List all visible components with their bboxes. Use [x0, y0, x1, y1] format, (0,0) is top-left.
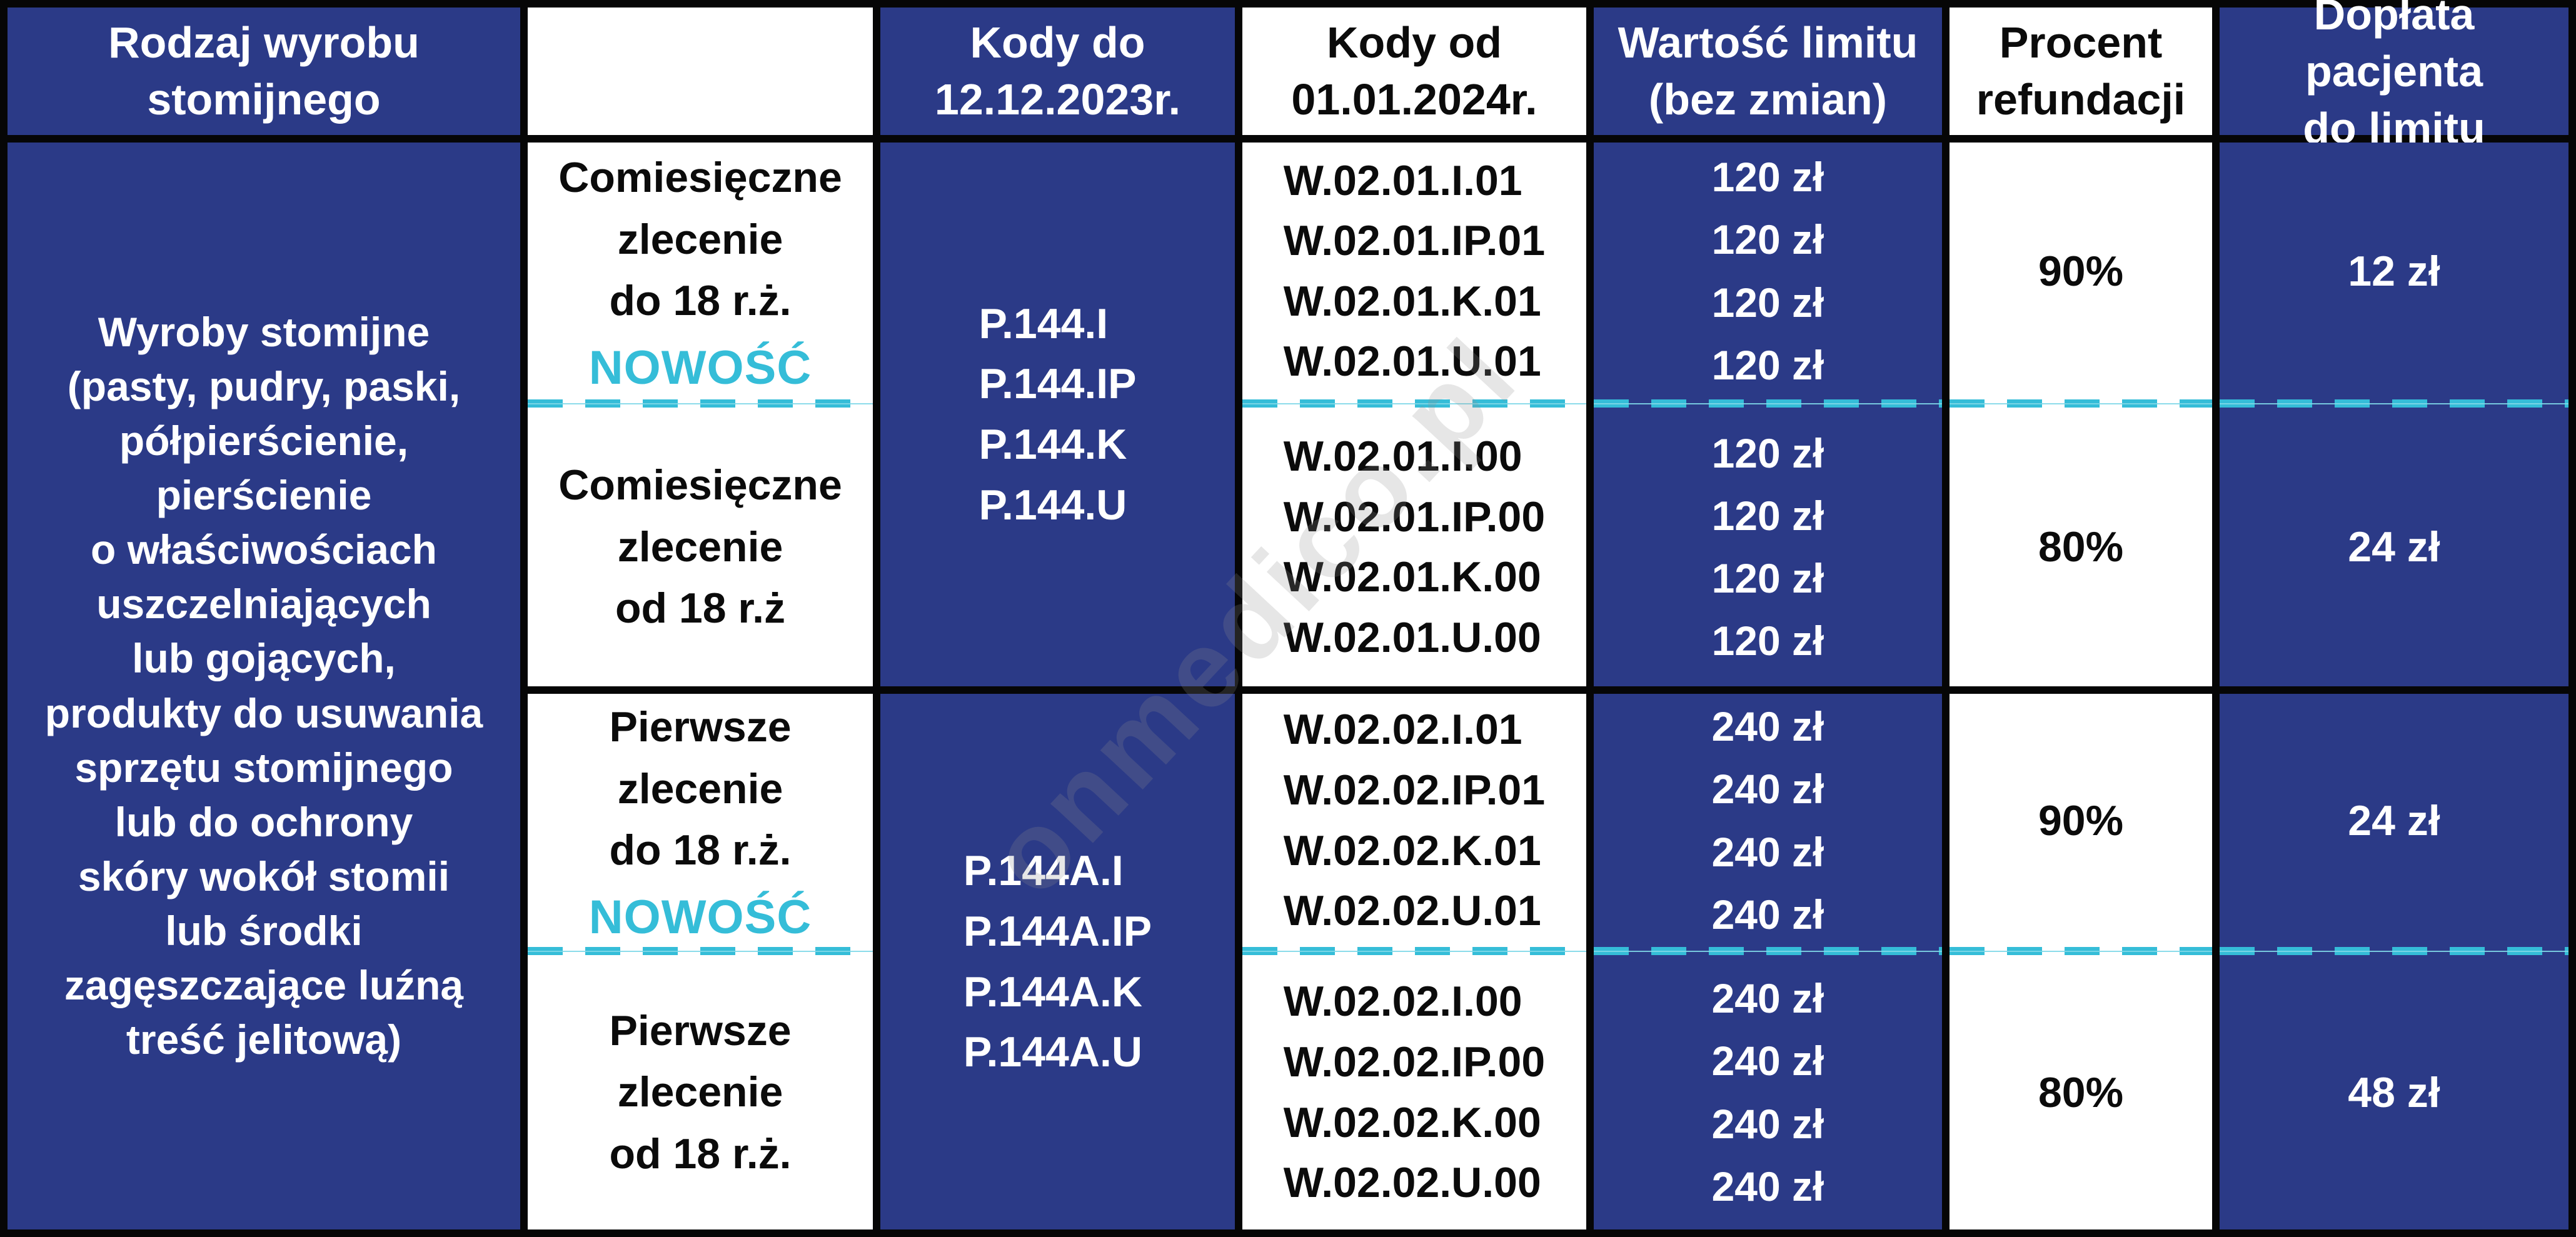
- code-line: W.02.02.IP.00: [1283, 1038, 1546, 1086]
- old-codes-cell-p144a: P.144A.I P.144A.IP P.144A.K P.144A.U: [880, 694, 1235, 1229]
- copay-value: 24 zł: [2348, 523, 2440, 571]
- order-type-cell-first: Pierwsze zlecenie do 18 r.ż. NOWOŚĆ Pier…: [528, 694, 873, 1229]
- order-label-first-under18: Pierwsze zlecenie do 18 r.ż.: [609, 703, 792, 874]
- limit-line: 240 zł: [1711, 766, 1824, 813]
- header-codes-old: Kody do 12.12.2023r.: [880, 8, 1235, 135]
- limit-values-list: 120 zł 120 zł 120 zł 120 zł: [1712, 146, 1824, 396]
- limit-line: 240 zł: [1711, 828, 1824, 875]
- limit-line: 120 zł: [1711, 279, 1824, 326]
- new-codes-list: W.02.02.I.00 W.02.02.IP.00 W.02.02.K.00 …: [1284, 971, 1545, 1213]
- dashed-divider: [1242, 399, 1586, 408]
- old-codes-list: P.144A.I P.144A.IP P.144A.K P.144A.U: [963, 841, 1152, 1082]
- limit-line: 120 zł: [1711, 154, 1824, 201]
- limit-values-list: 240 zł 240 zł 240 zł 240 zł: [1712, 695, 1824, 946]
- copay-value: 12 zł: [2348, 247, 2440, 295]
- order-type-cell-monthly: Comiesięczne zlecenie do 18 r.ż. NOWOŚĆ …: [528, 143, 873, 686]
- limit-line: 240 zł: [1711, 1038, 1824, 1084]
- code-line: W.02.02.U.00: [1283, 1159, 1541, 1207]
- code-line: W.02.01.I.01: [1283, 156, 1522, 204]
- new-codes-cell-w0201: W.02.01.I.01 W.02.01.IP.01 W.02.01.K.01 …: [1242, 143, 1586, 686]
- header-patient-copay: Dopłata pacjenta do limitu: [2220, 0, 2568, 153]
- dashed-divider: [1594, 947, 1942, 956]
- dashed-divider: [2220, 399, 2568, 408]
- limit-line: 240 zł: [1711, 891, 1824, 938]
- new-badge: NOWOŚĆ: [588, 890, 812, 944]
- limit-values-cell: 120 zł 120 zł 120 zł 120 zł 120 zł 120 z…: [1594, 143, 1942, 686]
- refund-percent-value: 80%: [2038, 523, 2124, 571]
- product-type-cell: Wyroby stomijne (pasty, pudry, paski, pó…: [8, 143, 520, 1229]
- refund-percent-value: 80%: [2038, 1068, 2124, 1116]
- dashed-divider: [528, 947, 873, 956]
- dashed-divider: [1950, 947, 2212, 956]
- limit-values-cell: 240 zł 240 zł 240 zł 240 zł 240 zł 240 z…: [1594, 694, 1942, 1229]
- code-line: W.02.02.K.00: [1283, 1098, 1541, 1146]
- code-line: W.02.01.U.00: [1283, 613, 1541, 661]
- code-line: W.02.02.I.01: [1283, 706, 1522, 754]
- code-line: W.02.01.I.00: [1283, 433, 1522, 481]
- new-codes-list: W.02.01.I.00 W.02.01.IP.00 W.02.01.K.00 …: [1284, 426, 1545, 668]
- code-line: W.02.02.IP.01: [1283, 766, 1546, 814]
- code-line: W.02.02.K.01: [1283, 826, 1541, 874]
- new-badge: NOWOŚĆ: [588, 341, 812, 395]
- old-codes-list: P.144.I P.144.IP P.144.K P.144.U: [979, 294, 1136, 535]
- dashed-divider: [1950, 399, 2212, 408]
- patient-copay-cell: 12 zł 24 zł: [2220, 143, 2568, 686]
- code-line: W.02.01.IP.01: [1283, 217, 1546, 265]
- limit-line: 240 zł: [1711, 703, 1824, 749]
- limit-line: 240 zł: [1711, 1100, 1824, 1147]
- code-line: P.144.I: [979, 299, 1109, 348]
- old-codes-cell-p144: P.144.I P.144.IP P.144.K P.144.U: [880, 143, 1235, 686]
- dashed-divider: [2220, 947, 2568, 956]
- code-line: P.144.IP: [979, 360, 1137, 408]
- code-line: P.144A.K: [963, 968, 1142, 1016]
- code-line: W.02.01.IP.00: [1283, 493, 1546, 541]
- new-codes-cell-w0202: W.02.02.I.01 W.02.02.IP.01 W.02.02.K.01 …: [1242, 694, 1586, 1229]
- limit-line: 120 zł: [1711, 429, 1824, 476]
- limit-values-list: 240 zł 240 zł 240 zł 240 zł: [1712, 967, 1824, 1218]
- copay-value: 24 zł: [2348, 796, 2440, 844]
- header-codes-new: Kody od 01.01.2024r.: [1242, 8, 1586, 135]
- header-refund-percent: Procent refundacji: [1950, 8, 2212, 135]
- order-label-first-over18: Pierwsze zlecenie od 18 r.ż.: [609, 1006, 792, 1178]
- dashed-divider: [1594, 399, 1942, 408]
- code-line: W.02.01.U.01: [1283, 338, 1541, 386]
- limit-values-list: 120 zł 120 zł 120 zł 120 zł: [1712, 422, 1824, 673]
- code-line: P.144.K: [979, 421, 1127, 468]
- code-line: W.02.01.K.01: [1283, 277, 1541, 325]
- code-line: W.02.02.U.01: [1283, 887, 1541, 935]
- product-type-text: Wyroby stomijne (pasty, pudry, paski, pó…: [44, 308, 483, 1063]
- patient-copay-cell: 24 zł 48 zł: [2220, 694, 2568, 1229]
- limit-line: 120 zł: [1711, 216, 1824, 263]
- new-codes-list: W.02.02.I.01 W.02.02.IP.01 W.02.02.K.01 …: [1284, 699, 1545, 941]
- limit-line: 120 zł: [1711, 341, 1824, 388]
- order-label-monthly-over18: Comiesięczne zlecenie od 18 r.ż: [558, 461, 842, 633]
- limit-line: 120 zł: [1711, 492, 1824, 539]
- dashed-divider: [528, 399, 873, 408]
- order-label-monthly-under18: Comiesięczne zlecenie do 18 r.ż.: [558, 154, 842, 325]
- code-line: W.02.02.I.00: [1283, 978, 1522, 1026]
- header-empty: [528, 8, 873, 135]
- refund-percent-cell: 90% 80%: [1950, 143, 2212, 686]
- header-limit-value: Wartość limitu (bez zmian): [1594, 8, 1942, 135]
- dashed-divider: [1242, 947, 1586, 956]
- code-line: P.144A.I: [963, 847, 1124, 895]
- new-codes-list: W.02.01.I.01 W.02.01.IP.01 W.02.01.K.01 …: [1284, 151, 1545, 392]
- code-line: P.144A.U: [963, 1028, 1142, 1076]
- code-line: W.02.01.K.00: [1283, 553, 1541, 601]
- refund-percent-value: 90%: [2038, 796, 2124, 844]
- limit-line: 120 zł: [1711, 618, 1824, 664]
- refund-percent-value: 90%: [2038, 247, 2124, 295]
- code-line: P.144.U: [979, 481, 1127, 529]
- limit-line: 120 zł: [1711, 555, 1824, 602]
- refund-percent-cell: 90% 80%: [1950, 694, 2212, 1229]
- copay-value: 48 zł: [2348, 1068, 2440, 1116]
- limit-line: 240 zł: [1711, 974, 1824, 1021]
- header-product-type: Rodzaj wyrobu stomijnego: [8, 8, 520, 135]
- limit-line: 240 zł: [1711, 1163, 1824, 1209]
- code-line: P.144A.IP: [963, 907, 1152, 955]
